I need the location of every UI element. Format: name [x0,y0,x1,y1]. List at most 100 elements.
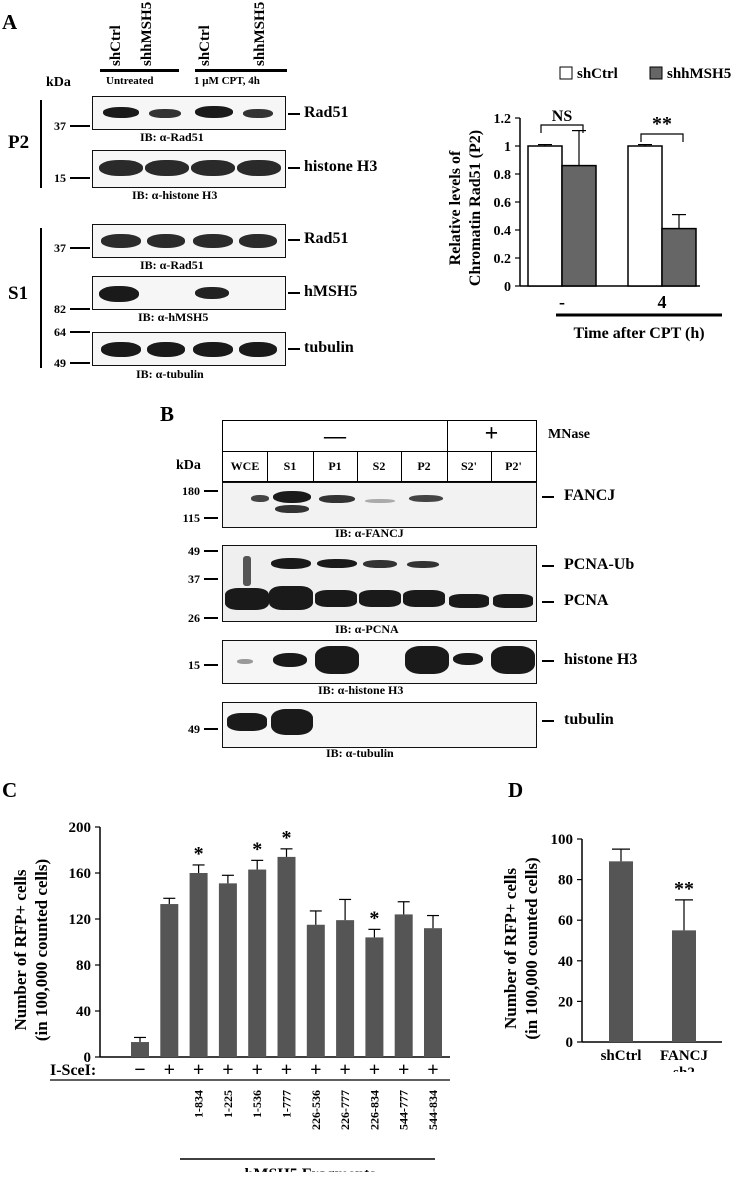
x-tick-label: sh2 [673,1065,695,1072]
mnase-minus: — [324,423,346,448]
kda-marker: 64 [54,325,66,339]
y-tick-label: 40 [558,954,573,970]
blot-hmsh5 [92,276,286,310]
bar [131,1042,149,1057]
bar [424,928,442,1057]
significance-label: NS [552,108,573,125]
x-tick-label: - [559,292,565,312]
kda-marker: 49 [188,722,200,736]
x-tick-label: 226-777 [338,1090,352,1130]
y-tick-label: 1 [504,140,511,155]
row-label: I-SceI: [50,1062,96,1079]
row-mark: + [251,1059,262,1081]
chart-d-svg: 0 20 40 60 80 100 Number of RFP+ cells (in 100,… [501,832,722,1081]
y-tick-label: 0.8 [494,168,512,183]
chart-d: 0 20 40 60 80 100 Number of RFP+ cells (in 100,… [470,820,745,1081]
group-label: hMSH5 Fragments [244,1166,375,1172]
panel-a-letter: A [2,10,18,34]
kda-label-b: kDa [176,458,201,473]
y-tick-label: 80 [558,873,573,889]
row-mark: + [222,1059,233,1081]
bar [394,914,413,1057]
legend-swatch [559,66,573,80]
fraction-label-s1: S1 [8,283,29,304]
kda-marker: 180 [182,484,200,498]
legend-label: shCtrl [577,66,618,82]
protein-label: tubulin [564,711,614,728]
protein-label: PCNA-Ub [564,556,635,573]
x-tick-label: shCtrl [601,1048,642,1064]
y-tick-label: 0 [84,1050,92,1066]
condition-label: 1 μM CPT, 4h [194,75,260,87]
kda-marker: 37 [188,572,200,586]
ib-label: IB: α-Rad51 [140,258,204,272]
blot-tubulin-s1 [92,332,286,366]
lane-header: shhMSH5 [252,1,268,66]
protein-label: Rad51 [304,230,349,247]
x-tick-label: 1-225 [221,1090,235,1118]
blot-histone-b [222,640,537,684]
panel-c-letter: C [2,778,18,802]
bar [365,937,384,1057]
significance-label: ** [652,113,672,135]
row-mark: + [427,1059,438,1081]
protein-label: histone H3 [304,158,378,175]
legend-label: shhMSH5 [667,66,731,82]
kda-marker: 15 [54,171,66,185]
chart-a: 0 0.2 0.4 0.6 0.8 1 1.2 Relative levels of Chrom… [400,58,745,363]
mnase-table: — + WCE S1 P1 S2 P2 S2' P2' [222,420,537,482]
x-tick-label: 1-834 [192,1090,206,1118]
bar [160,904,179,1057]
y-axis-title-line2: Chromatin Rad51 (P2) [467,130,484,286]
x-tick-label: 4 [658,292,667,312]
row-mark: − [134,1059,145,1081]
fraction-bracket [40,100,42,188]
kda-marker: 49 [54,356,66,370]
panel-d-letter: D [508,778,524,802]
panel-b-letter: B [160,402,175,426]
significance-star: * [369,907,379,929]
x-tick-label: 544-834 [426,1090,440,1130]
y-tick-label: 1.2 [494,112,512,127]
y-tick-label: 120 [69,912,92,928]
ib-label: IB: α-histone H3 [318,683,404,697]
ib-label: IB: α-FANCJ [335,526,404,540]
blot-rad51-p2 [92,96,286,130]
blot-tubulin-b [222,702,537,748]
lane-header: shCtrl [197,25,213,66]
blot-pcna [222,545,537,622]
significance-bracket [540,124,584,133]
y-tick-label: 40 [76,1004,91,1020]
significance-star: * [282,827,292,849]
bar [627,145,663,287]
protein-label: hMSH5 [304,283,358,300]
protein-label: PCNA [564,592,609,609]
kda-marker: 15 [188,658,200,672]
significance-star: ** [674,878,694,900]
bar [609,861,633,1042]
row-mark: + [193,1059,204,1081]
kda-marker: 37 [54,119,66,133]
x-tick-label: FANCJ [660,1048,709,1064]
ib-label: IB: α-hMSH5 [138,310,209,324]
fraction-label-p2: P2 [8,132,30,153]
condition-bar [100,69,179,72]
chart-c: 0 40 80 120 160 200 Number of RFP+ cells (in 10… [0,790,460,1177]
blot-rad51-s1 [92,224,286,258]
kda-marker: 82 [54,302,66,316]
bar [336,920,355,1057]
mnase-label: MNase [548,427,590,442]
chart-a-svg: 0 0.2 0.4 0.6 0.8 1 1.2 Relative levels of Chrom… [447,66,731,342]
bar [248,869,267,1057]
y-tick-label: 160 [69,866,92,882]
y-axis-title-line1: Number of RFP+ cells [501,868,520,1029]
bar [306,924,325,1057]
blot-histone-p2 [92,150,286,188]
bar [277,856,296,1057]
kda-marker: 26 [188,611,200,625]
y-axis-title-line2: (in 100,000 counted cells) [32,859,51,1041]
x-tick-label: 1-777 [280,1090,294,1118]
row-mark: + [281,1059,292,1081]
y-tick-label: 200 [69,820,92,836]
x-tick-label: 226-834 [367,1090,381,1130]
